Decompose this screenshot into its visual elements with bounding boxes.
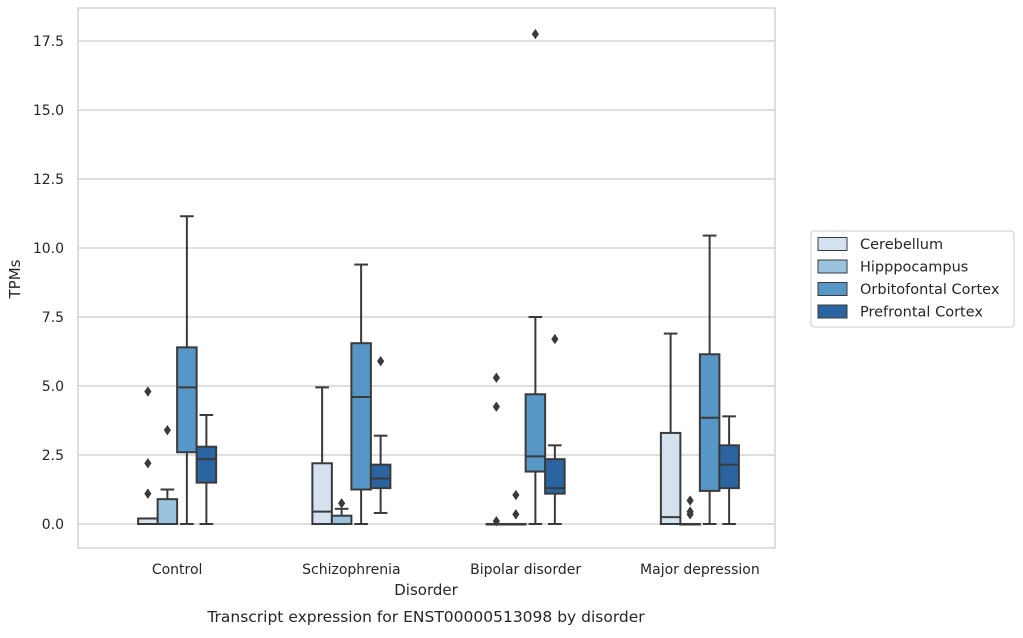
outlier-point: [492, 372, 500, 383]
legend-label: Hipppocampus: [860, 260, 968, 276]
x-tick-label: Major depression: [640, 562, 760, 578]
y-tick-label: 17.5: [33, 34, 64, 50]
outlier-point: [144, 458, 152, 469]
outlier-point: [686, 495, 694, 506]
box-hipppocampus: [679, 495, 701, 526]
box-iqr: [659, 431, 682, 526]
outlier-point: [492, 401, 500, 412]
legend-frame: [810, 230, 1015, 328]
legend: Cerebellum Hipppocampus Orbitofontal Corte…: [810, 230, 1015, 328]
x-tick-label: Schizophrenia: [302, 562, 400, 578]
y-axis-label: TPMs: [6, 259, 24, 299]
outlier-point: [377, 355, 385, 367]
y-tick-labels: 0.0 2.5 5.0 7.5 10.0 12.5 15.0 17.5: [33, 34, 64, 533]
box-hipppocampus: [505, 489, 527, 526]
outlier-point: [492, 516, 500, 527]
legend-label: Cerebellum: [860, 237, 943, 253]
y-tick-label: 15.0: [33, 103, 64, 119]
box-prefrontal-cortex: [195, 413, 218, 525]
outlier-point: [144, 386, 152, 397]
box-iqr: [369, 463, 392, 490]
legend-swatch: [817, 237, 848, 251]
outlier-point: [551, 333, 559, 345]
box-iqr: [195, 445, 218, 484]
plot-frame: [77, 7, 776, 549]
box-iqr: [350, 342, 372, 491]
box-iqr: [718, 444, 740, 490]
y-tick-label: 12.5: [33, 172, 64, 188]
legend-swatch: [817, 259, 848, 274]
box-cerebellum: [485, 372, 508, 527]
box-iqr: [330, 514, 353, 525]
box-cerebellum: [137, 386, 159, 525]
x-axis-label: Disorder: [394, 581, 458, 599]
y-tick-label: 10.0: [33, 241, 64, 257]
box-orbitofontal-cortex: [350, 263, 372, 525]
box-prefrontal-cortex: [369, 355, 392, 514]
y-tick-label: 7.5: [42, 310, 64, 326]
box-iqr: [156, 498, 179, 526]
box-prefrontal-cortex: [544, 333, 566, 525]
box-hipppocampus: [330, 498, 353, 525]
legend-swatch: [817, 282, 848, 296]
box-iqr: [176, 346, 198, 454]
box-orbitofontal-cortex: [524, 28, 547, 525]
outlier-point: [512, 489, 520, 501]
box-orbitofontal-cortex: [176, 215, 198, 525]
box-hipppocampus: [156, 424, 179, 526]
box-iqr: [544, 458, 566, 495]
box-cerebellum: [659, 332, 682, 526]
legend-label: Orbitofontal Cortex: [860, 282, 1000, 298]
box-orbitofontal-cortex: [698, 234, 721, 525]
chart-title: Transcript expression for ENST0000051309…: [206, 608, 645, 626]
legend-swatch: [817, 304, 848, 319]
x-tick-label: Control: [152, 562, 203, 578]
x-tick-labels: Control Schizophrenia Bipolar disorder Majo…: [152, 562, 760, 578]
y-tick-label: 2.5: [42, 448, 64, 464]
outlier-point: [144, 488, 152, 499]
y-tick-label: 5.0: [42, 379, 64, 395]
box-iqr: [311, 462, 333, 525]
outlier-point: [531, 28, 539, 40]
y-tick-label: 0.0: [42, 517, 64, 533]
box-layer: [137, 28, 740, 527]
outlier-point: [163, 424, 171, 436]
outlier-point: [686, 506, 694, 517]
legend-label: Prefrontal Cortex: [860, 305, 983, 321]
x-tick-label: Bipolar disorder: [470, 562, 581, 578]
outlier-point: [338, 498, 346, 509]
box-iqr: [524, 393, 547, 473]
outlier-point: [512, 509, 520, 520]
box-prefrontal-cortex: [718, 415, 740, 525]
box-iqr: [698, 353, 721, 492]
box-cerebellum: [311, 386, 333, 525]
